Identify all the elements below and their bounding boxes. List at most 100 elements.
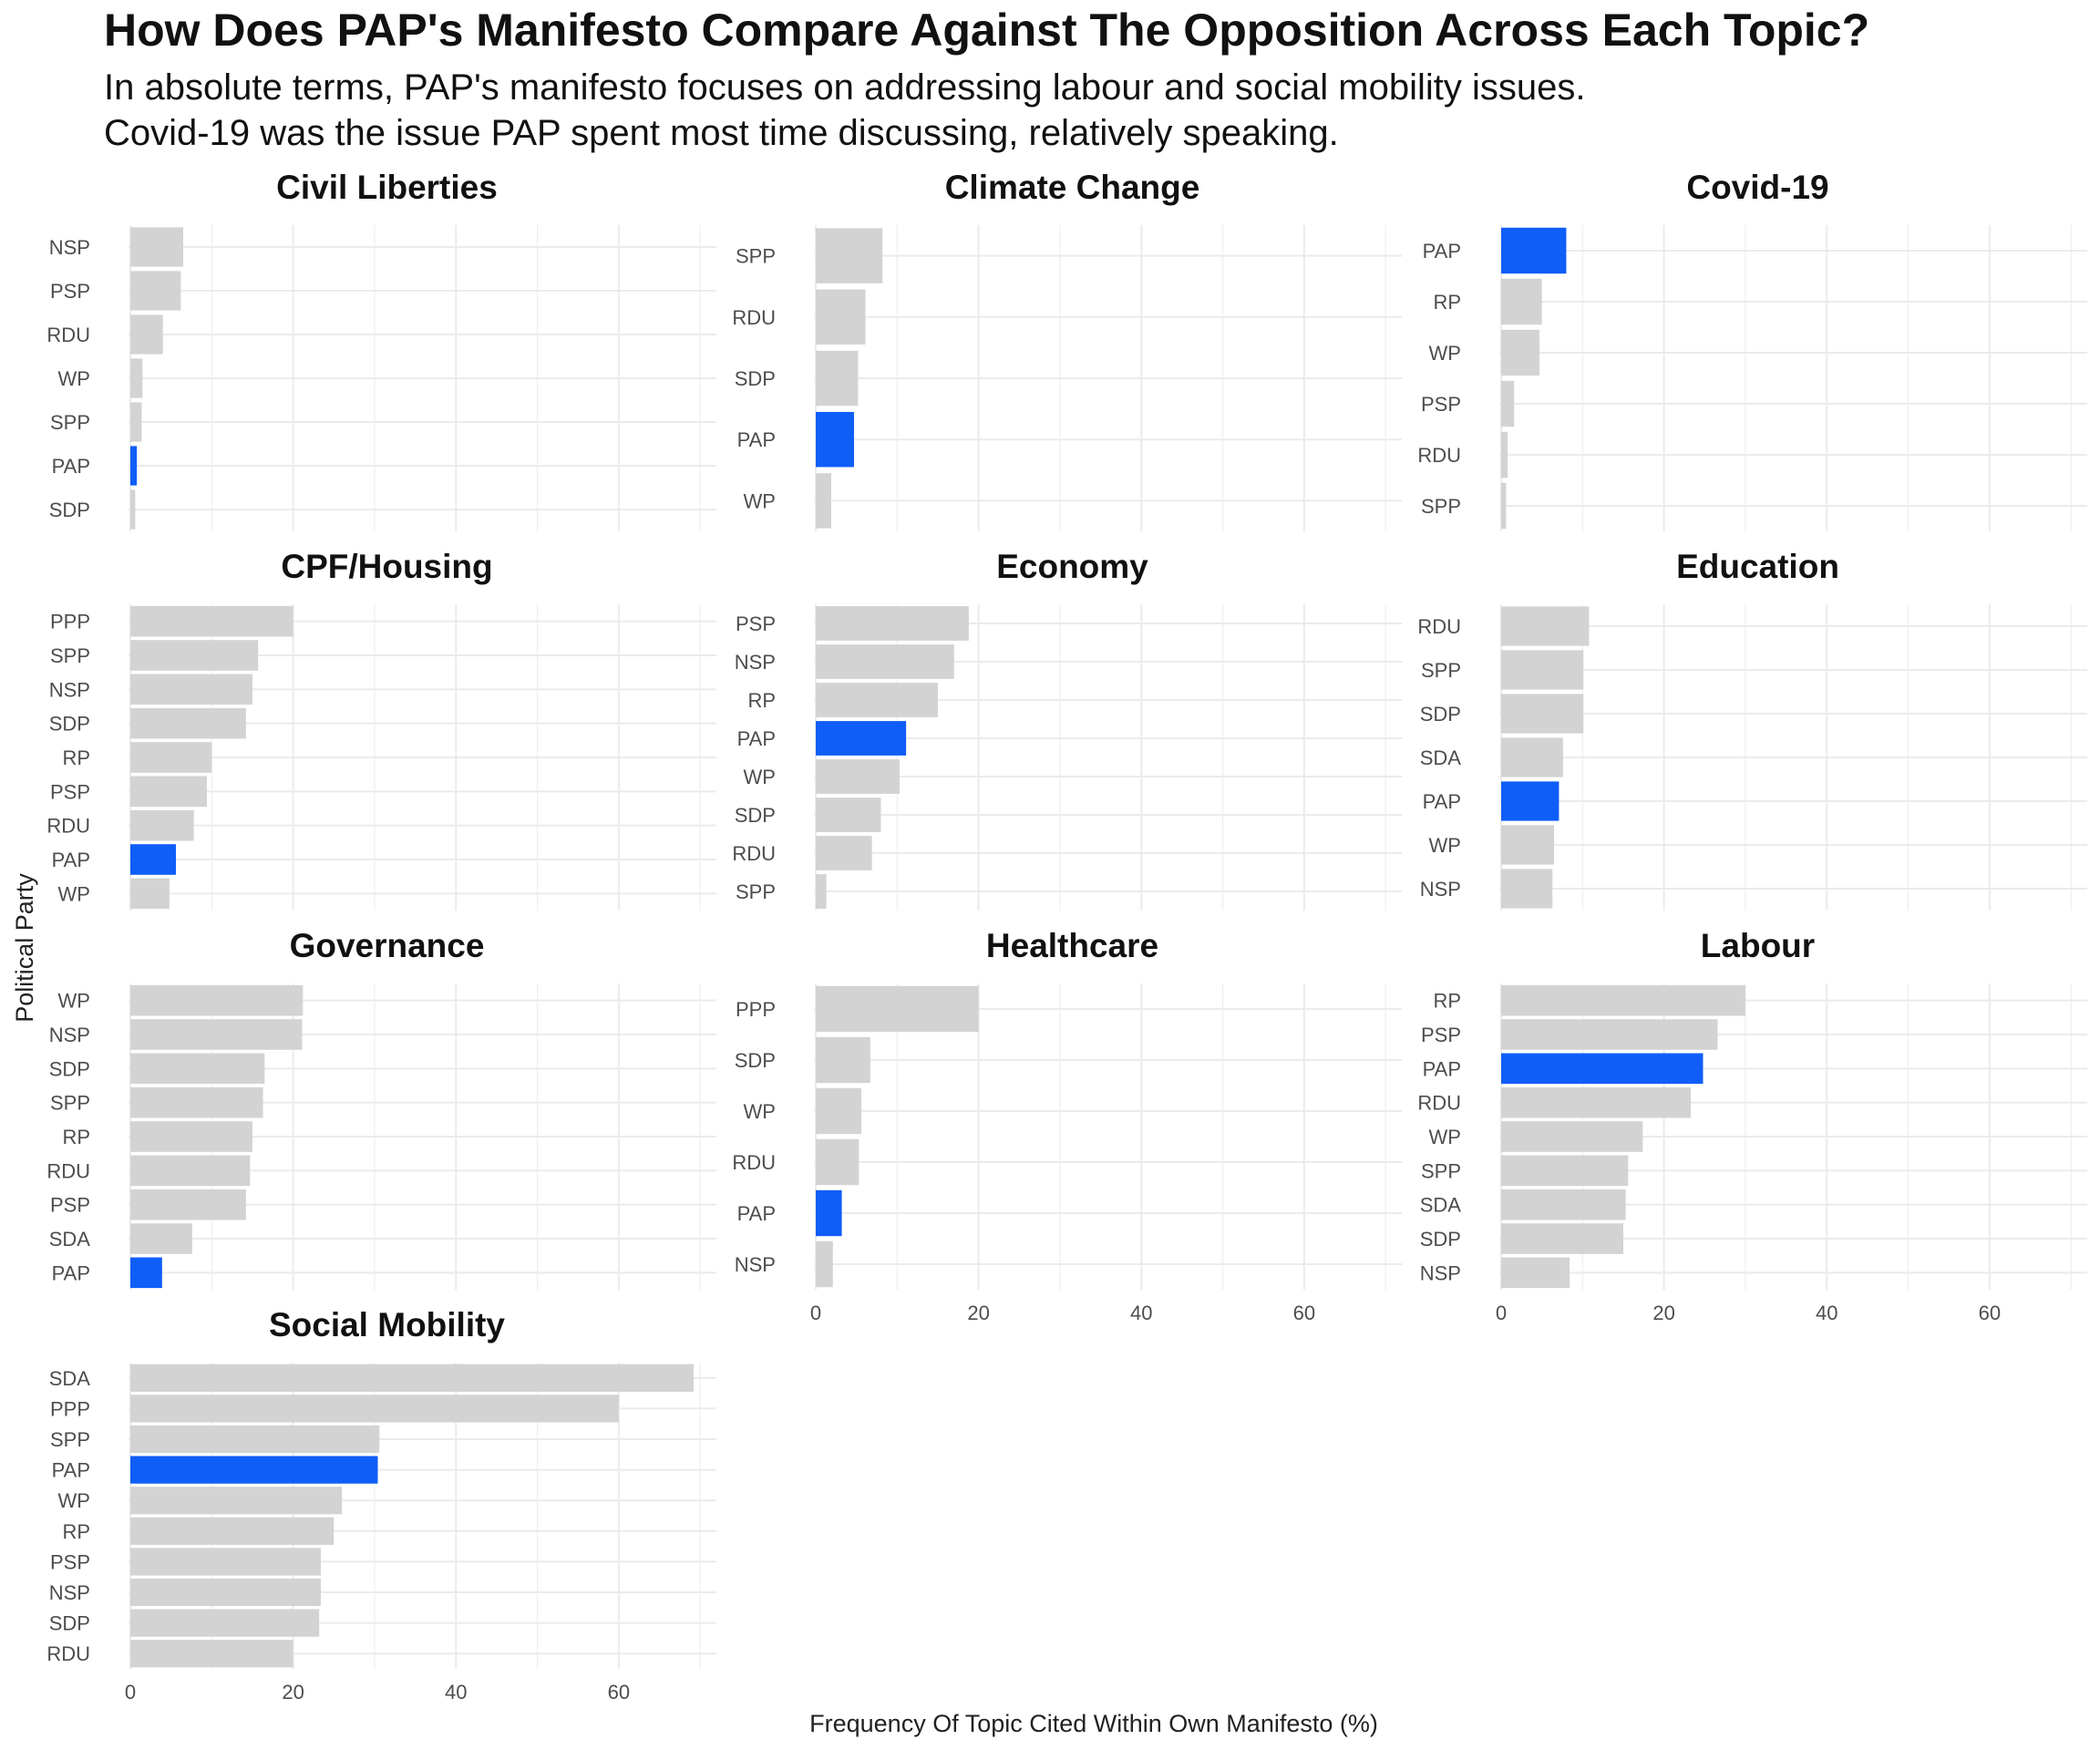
party-label-rdu: RDU [1417, 1092, 1461, 1115]
bar-labour-wp [1501, 1121, 1643, 1152]
bar-education-rdu [1501, 606, 1590, 646]
bar-civil-liberties-psp [130, 271, 181, 311]
party-label-psp: PSP [1421, 1024, 1461, 1046]
party-label-sda: SDA [49, 1228, 91, 1251]
party-label-wp: WP [744, 766, 776, 788]
x-tick-label: 20 [967, 1302, 989, 1324]
party-label-sdp: SDP [49, 1612, 90, 1635]
bar-healthcare-rdu [816, 1138, 860, 1186]
party-label-pap: PAP [1423, 790, 1461, 813]
x-tick-label: 20 [1652, 1302, 1674, 1324]
bar-education-sdp [1501, 694, 1584, 734]
bar-economy-psp [816, 606, 969, 641]
party-label-wp: WP [1429, 1126, 1461, 1148]
party-label-psp: PSP [50, 280, 90, 303]
bar-cpf-housing-pap [130, 844, 177, 875]
party-label-rp: RP [747, 689, 776, 712]
party-label-sdp: SDP [735, 1049, 776, 1072]
party-label-rdu: RDU [1417, 444, 1461, 467]
bar-healthcare-ppp [816, 985, 979, 1033]
party-label-sdp: SDP [49, 1057, 90, 1080]
bar-economy-pap [816, 721, 907, 756]
party-label-rdu: RDU [46, 1159, 90, 1182]
bar-education-sda [1501, 737, 1563, 777]
bar-civil-liberties-rdu [130, 314, 163, 355]
bar-education-pap [1501, 781, 1560, 821]
bar-healthcare-wp [816, 1087, 862, 1135]
facet-title-covid-19: Covid-19 [1686, 169, 1828, 206]
x-tick-label: 0 [1496, 1302, 1507, 1324]
bar-labour-rdu [1501, 1086, 1692, 1118]
party-label-spp: SPP [736, 880, 776, 903]
bar-social-mobility-sdp [130, 1609, 320, 1637]
party-label-spp: SPP [50, 411, 90, 434]
facet-title-cpf-housing: CPF/Housing [281, 548, 492, 585]
party-label-wp: WP [58, 367, 90, 390]
bar-social-mobility-nsp [130, 1578, 321, 1607]
bar-social-mobility-wp [130, 1487, 343, 1515]
bar-healthcare-sdp [816, 1036, 870, 1084]
party-label-pap: PAP [52, 1261, 90, 1284]
bar-governance-pap [130, 1257, 162, 1289]
x-axis-title: Frequency Of Topic Cited Within Own Mani… [809, 1710, 1378, 1737]
party-label-pap: PAP [737, 1202, 776, 1225]
facet-title-civil-liberties: Civil Liberties [276, 169, 498, 206]
bar-labour-pap [1501, 1053, 1704, 1085]
party-label-nsp: NSP [49, 236, 90, 259]
bar-covid-19-spp [1501, 482, 1507, 530]
x-tick-label: 40 [1130, 1302, 1152, 1324]
bar-climate-change-sdp [816, 350, 859, 407]
party-label-wp: WP [744, 489, 776, 512]
party-label-sdp: SDP [49, 713, 90, 736]
bar-labour-psp [1501, 1019, 1718, 1050]
bar-social-mobility-psp [130, 1548, 321, 1576]
party-label-nsp: NSP [49, 1581, 90, 1604]
party-label-spp: SPP [1421, 495, 1461, 518]
bar-education-spp [1501, 650, 1584, 690]
party-label-psp: PSP [50, 780, 90, 803]
bar-labour-sdp [1501, 1223, 1623, 1254]
party-label-wp: WP [58, 1489, 90, 1512]
party-label-spp: SPP [50, 1092, 90, 1115]
bar-climate-change-wp [816, 473, 831, 529]
x-tick-label: 40 [1816, 1302, 1838, 1324]
bar-labour-sda [1501, 1189, 1626, 1220]
bar-civil-liberties-pap [130, 446, 138, 486]
party-label-nsp: NSP [1420, 1261, 1461, 1284]
x-tick-label: 40 [445, 1681, 467, 1704]
bar-cpf-housing-rp [130, 742, 212, 773]
party-label-wp: WP [1429, 834, 1461, 857]
party-label-rdu: RDU [732, 842, 776, 865]
party-label-rp: RP [1433, 990, 1461, 1013]
bar-economy-rdu [816, 836, 872, 870]
party-label-pap: PAP [1423, 1057, 1461, 1080]
party-label-rdu: RDU [46, 324, 90, 346]
party-label-sdp: SDP [49, 499, 90, 521]
bar-governance-rdu [130, 1155, 251, 1187]
party-label-nsp: NSP [735, 1253, 776, 1276]
bar-economy-sdp [816, 798, 881, 832]
party-label-sdp: SDP [735, 804, 776, 827]
party-label-psp: PSP [736, 612, 776, 635]
facet-title-governance: Governance [290, 927, 485, 964]
bar-education-wp [1501, 825, 1555, 865]
bar-governance-wp [130, 984, 304, 1016]
bar-economy-nsp [816, 644, 954, 679]
bar-cpf-housing-psp [130, 776, 207, 808]
bar-social-mobility-rp [130, 1517, 335, 1545]
bar-civil-liberties-spp [130, 402, 142, 442]
party-label-sda: SDA [49, 1367, 91, 1390]
party-label-spp: SPP [50, 644, 90, 667]
party-label-rp: RP [62, 1520, 90, 1543]
party-label-sdp: SDP [735, 367, 776, 390]
bar-economy-spp [816, 874, 827, 909]
party-label-sda: SDA [1420, 1194, 1462, 1217]
party-label-rdu: RDU [732, 306, 776, 329]
party-label-nsp: NSP [1420, 878, 1461, 901]
party-label-ppp: PPP [736, 998, 776, 1021]
bar-labour-nsp [1501, 1257, 1570, 1289]
bar-economy-wp [816, 759, 900, 794]
bar-cpf-housing-sdp [130, 707, 246, 739]
bar-civil-liberties-nsp [130, 227, 184, 267]
